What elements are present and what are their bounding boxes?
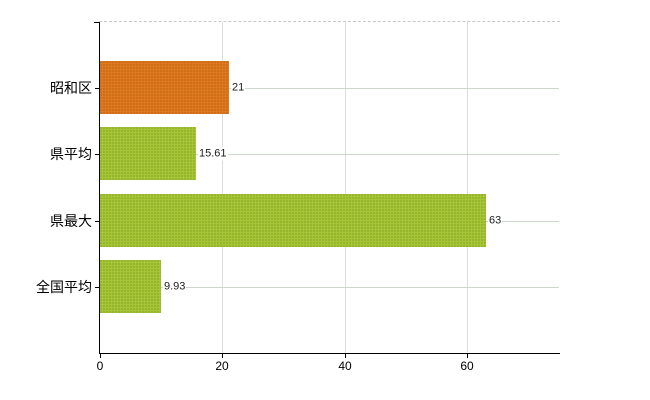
vertical-gridline <box>467 22 468 353</box>
horizontal-gridline <box>100 88 559 89</box>
x-tick <box>222 354 223 358</box>
vertical-gridline <box>222 22 223 353</box>
y-axis-line <box>99 22 100 354</box>
category-label: 県最大 <box>50 213 92 229</box>
x-tick-label: 40 <box>338 359 352 373</box>
y-tick <box>95 88 100 89</box>
y-axis-top-tick <box>94 22 100 23</box>
vertical-gridline <box>345 22 346 353</box>
plot-top-border <box>99 21 560 22</box>
x-axis-line <box>99 353 560 354</box>
bar <box>100 194 486 247</box>
y-tick <box>95 221 100 222</box>
category-label: 全国平均 <box>36 279 92 295</box>
x-tick-label: 20 <box>215 359 229 373</box>
x-tick-label: 60 <box>460 359 474 373</box>
y-tick <box>95 154 100 155</box>
x-tick <box>467 354 468 358</box>
bar <box>100 127 196 180</box>
y-tick <box>95 287 100 288</box>
bar <box>100 61 229 114</box>
plot-area: 21 15.61 63 9.93 <box>100 22 559 353</box>
category-label: 県平均 <box>50 146 92 162</box>
bar <box>100 260 161 313</box>
x-tick <box>345 354 346 358</box>
x-tick-label: 0 <box>96 359 104 373</box>
value-label: 9.93 <box>163 280 187 294</box>
horizontal-gridline <box>100 154 559 155</box>
x-tick <box>100 354 101 358</box>
value-label: 21 <box>231 81 246 95</box>
value-label: 63 <box>488 214 503 228</box>
category-label: 昭和区 <box>50 80 92 96</box>
value-label: 15.61 <box>198 147 228 161</box>
horizontal-gridline <box>100 287 559 288</box>
